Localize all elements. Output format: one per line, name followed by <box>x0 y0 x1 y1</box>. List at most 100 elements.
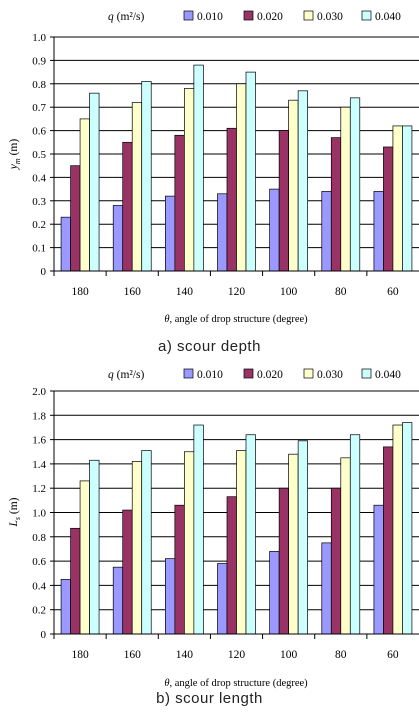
bar-0.020-60 <box>383 446 394 635</box>
x-tick-label: 100 <box>280 649 298 661</box>
y-tick-label: 0.5 <box>32 149 46 161</box>
caption-scour-depth: a) scour depth <box>158 338 261 355</box>
bar-0.020-60 <box>383 146 394 272</box>
bar-0.020-160 <box>122 141 133 272</box>
bar-0.010-160 <box>112 205 124 272</box>
x-tick-label: 140 <box>176 649 194 661</box>
legend-swatch-0.020 <box>243 368 254 379</box>
legend-swatch-0.040 <box>361 368 372 379</box>
x-tick-label: 160 <box>124 286 142 298</box>
bar-0.040-120 <box>245 71 256 272</box>
legend-label: 0.010 <box>197 11 223 23</box>
legend-title: q (m²/s) <box>108 11 145 23</box>
bar-0.030-160 <box>131 102 143 272</box>
bar-0.040-160 <box>141 81 152 272</box>
bar-0.010-160 <box>112 566 124 635</box>
legend-swatch-0.010 <box>183 368 194 379</box>
bar-0.040-60 <box>402 125 413 272</box>
bar-0.020-80 <box>330 137 342 272</box>
bar-0.020-180 <box>70 165 81 272</box>
x-axis-label: θ, angle of drop structure (degree) <box>164 314 308 325</box>
legend-label: 0.010 <box>197 369 223 381</box>
bar-0.040-100 <box>297 90 308 272</box>
legend: q (m²/s) 0.010 0.020 0.030 0.040 <box>108 10 401 23</box>
chart-0: 0 0.1 0.2 0.3 0.4 0.5 0.6 0.7 0.8 0.9 1.0 180 160 140… <box>8 10 419 325</box>
bar-0.040-60 <box>402 422 413 635</box>
bar-0.020-80 <box>330 487 342 635</box>
legend: q (m²/s) 0.010 0.020 0.030 0.040 <box>108 368 401 381</box>
bar-0.030-180 <box>79 480 90 635</box>
x-tick-label: 60 <box>387 286 399 298</box>
y-tick-label: 0.2 <box>32 219 46 231</box>
chart-1: 0 0.2 0.4 0.6 0.8 1.0 1.2 1.4 1.6 1.8 2.0 180 160 140… <box>8 368 419 689</box>
bar-0.040-180 <box>89 92 100 272</box>
bar-0.020-120 <box>226 496 237 635</box>
bar-0.020-140 <box>174 504 185 635</box>
bar-0.030-80 <box>340 106 351 272</box>
y-tick-label: 1.2 <box>32 483 46 495</box>
y-tick-label: 0.7 <box>32 102 46 114</box>
bar-0.020-140 <box>174 134 185 272</box>
y-tick-label: 0.3 <box>32 196 46 208</box>
legend-swatch-0.030 <box>303 368 314 379</box>
legend-swatch-0.020 <box>243 10 254 21</box>
bar-0.010-80 <box>321 542 332 635</box>
x-tick-label: 100 <box>280 286 298 298</box>
bar-0.010-180 <box>60 216 71 272</box>
x-tick-label: 60 <box>387 649 399 661</box>
y-tick-label: 1.8 <box>32 410 46 422</box>
bar-0.040-180 <box>89 459 100 635</box>
x-tick-label: 120 <box>228 649 246 661</box>
bar-0.010-100 <box>269 188 280 272</box>
bar-0.020-100 <box>278 487 289 635</box>
y-tick-label: 0.1 <box>32 243 46 255</box>
bar-0.030-120 <box>236 450 247 635</box>
bar-0.010-120 <box>217 193 228 272</box>
x-tick-label: 180 <box>71 649 89 661</box>
bar-0.040-140 <box>193 64 204 272</box>
legend-label: 0.040 <box>375 369 401 381</box>
bar-0.040-80 <box>349 97 361 272</box>
y-tick-label: 0.2 <box>32 605 46 617</box>
legend-label: 0.040 <box>375 11 401 23</box>
bar-0.040-120 <box>245 434 256 635</box>
legend-title: q (m²/s) <box>108 369 145 381</box>
x-tick-label: 120 <box>228 286 246 298</box>
y-tick-label: 0.8 <box>32 79 46 91</box>
y-tick-label: 0 <box>41 266 47 278</box>
bar-0.030-60 <box>392 125 403 272</box>
bar-0.010-60 <box>373 504 384 635</box>
bar-0.020-160 <box>122 509 133 635</box>
y-tick-label: 1.0 <box>32 508 46 520</box>
bar-0.010-80 <box>321 191 332 272</box>
bar-0.020-100 <box>278 130 289 272</box>
y-tick-label: 0.4 <box>32 580 46 592</box>
bar-0.040-160 <box>141 450 152 635</box>
x-tick-label: 160 <box>124 649 142 661</box>
legend-label: 0.020 <box>257 11 283 23</box>
y-tick-label: 1.4 <box>32 459 46 471</box>
bar-0.010-100 <box>269 551 280 635</box>
legend-swatch-0.030 <box>303 10 314 21</box>
bar-0.030-100 <box>288 99 299 272</box>
bar-0.030-140 <box>184 88 195 272</box>
legend-label: 0.030 <box>317 369 343 381</box>
y-axis-label: Ls (m) <box>8 497 22 527</box>
y-tick-label: 0.6 <box>32 556 46 568</box>
x-tick-label: 140 <box>176 286 194 298</box>
x-tick-label: 80 <box>335 649 347 661</box>
y-tick-label: 1.6 <box>32 435 46 447</box>
y-tick-label: 0.9 <box>32 55 46 67</box>
y-tick-label: 0.8 <box>32 532 46 544</box>
y-tick-label: 0.6 <box>32 126 46 138</box>
bar-0.040-80 <box>349 434 361 635</box>
bar-0.030-180 <box>79 118 90 272</box>
bar-0.030-120 <box>236 83 247 272</box>
bar-0.030-160 <box>131 461 143 635</box>
caption-scour-length: b) scour length <box>156 690 263 707</box>
bar-0.010-140 <box>165 195 176 272</box>
y-tick-label: 1.0 <box>32 32 46 44</box>
bar-0.030-140 <box>184 451 195 635</box>
bar-0.030-100 <box>288 453 299 635</box>
